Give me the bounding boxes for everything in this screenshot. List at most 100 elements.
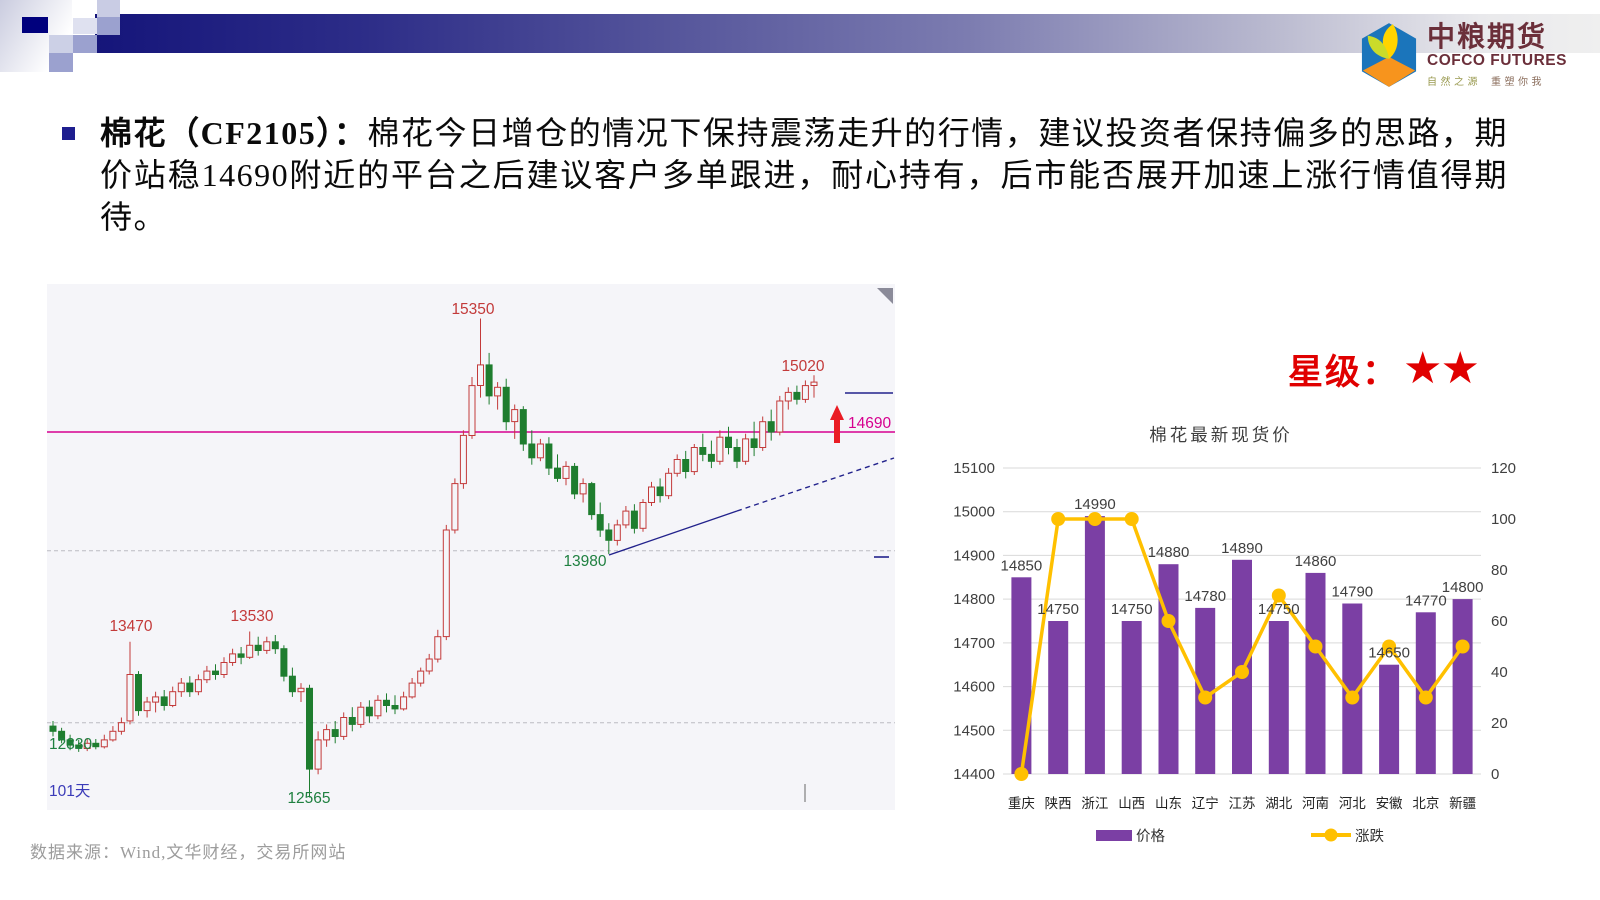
price-bar bbox=[1048, 621, 1069, 774]
candle-body bbox=[536, 443, 544, 459]
price-bar bbox=[1452, 599, 1473, 774]
legend-price-label: 价格 bbox=[1136, 828, 1165, 845]
candle-body bbox=[365, 706, 373, 717]
candle-body bbox=[408, 682, 416, 698]
right-axis-label: 100 bbox=[1491, 511, 1516, 528]
candle-body bbox=[459, 434, 467, 485]
candle-body bbox=[169, 691, 177, 707]
right-axis-label: 80 bbox=[1491, 562, 1508, 579]
candle-body bbox=[451, 483, 459, 531]
price-bar bbox=[1305, 572, 1326, 774]
candle-body bbox=[554, 467, 561, 479]
candle-body bbox=[579, 483, 587, 495]
candle-body bbox=[83, 742, 91, 749]
candle-body bbox=[246, 644, 254, 658]
x-axis-label: 山东 bbox=[1155, 796, 1182, 811]
candle-body bbox=[152, 696, 160, 703]
candle-body bbox=[271, 641, 279, 650]
x-axis-label: 河南 bbox=[1302, 796, 1329, 811]
candle-body bbox=[571, 465, 579, 495]
left-axis-label: 14600 bbox=[953, 679, 995, 696]
analysis-paragraph: 棉花（CF2105）：棉花今日增仓的情况下保持震荡走升的行情，建议投资者保持偏多… bbox=[100, 112, 1508, 238]
candle-body bbox=[212, 670, 219, 676]
candle-body bbox=[109, 730, 117, 741]
candle-body bbox=[135, 674, 142, 712]
candle-body bbox=[801, 385, 809, 400]
star-rating: 星级： ★★ bbox=[1288, 344, 1480, 395]
candle-body bbox=[314, 739, 322, 770]
candlestick-chart: 15350 15020 14690 13980 13470 13530 12830 12565… bbox=[47, 284, 895, 810]
candle-body bbox=[588, 483, 596, 516]
candle-body bbox=[177, 682, 185, 693]
candle-body bbox=[220, 662, 228, 675]
line-marker bbox=[1161, 614, 1176, 628]
candle-body bbox=[75, 744, 83, 749]
candle-body bbox=[100, 739, 108, 748]
candle-body bbox=[323, 729, 331, 741]
candle-body bbox=[511, 409, 519, 423]
candle-body bbox=[288, 675, 296, 693]
candle-body bbox=[648, 486, 655, 503]
price-annotation: 15020 bbox=[781, 358, 824, 375]
candle-body bbox=[254, 644, 262, 651]
x-axis-label: 安徽 bbox=[1376, 796, 1404, 811]
candle-body bbox=[66, 739, 74, 746]
price-bar bbox=[1268, 621, 1289, 774]
line-marker bbox=[1308, 639, 1323, 654]
bar-data-label: 14860 bbox=[1295, 553, 1337, 570]
x-axis-label: 新疆 bbox=[1449, 796, 1476, 811]
cofco-logo-icon bbox=[1360, 22, 1418, 93]
line-marker bbox=[1382, 639, 1397, 654]
bar-data-label: 14850 bbox=[1001, 557, 1043, 574]
left-axis-label: 14400 bbox=[953, 766, 995, 783]
price-annotation: 13470 bbox=[109, 618, 152, 635]
candle-body bbox=[742, 438, 750, 462]
chart-background bbox=[47, 284, 895, 810]
candle-body bbox=[528, 443, 536, 459]
legend-price-swatch bbox=[1096, 830, 1132, 841]
candle-body bbox=[340, 717, 348, 737]
candle-body bbox=[348, 717, 356, 725]
candle-body bbox=[194, 679, 202, 693]
candle-body bbox=[391, 705, 399, 710]
bar-data-label: 14750 bbox=[1037, 601, 1079, 618]
candle-body bbox=[92, 742, 100, 748]
legend-change-marker bbox=[1324, 828, 1338, 842]
candle-body bbox=[263, 641, 271, 651]
price-annotation: 13530 bbox=[230, 608, 273, 625]
line-marker bbox=[1235, 665, 1249, 679]
candle-body bbox=[750, 438, 758, 448]
line-marker bbox=[1198, 690, 1213, 705]
price-annotation: 12565 bbox=[287, 790, 330, 807]
paragraph-body: 棉花今日增仓的情况下保持震荡走升的行情，建议投资者保持偏多的思路，期价站稳146… bbox=[100, 115, 1508, 235]
price-bar bbox=[1084, 516, 1105, 774]
bar-data-label: 14780 bbox=[1184, 588, 1226, 605]
candle-body bbox=[605, 529, 613, 541]
left-axis-label: 14700 bbox=[953, 635, 995, 652]
bar-data-label: 14790 bbox=[1331, 584, 1373, 601]
x-axis-label: 北京 bbox=[1412, 796, 1439, 811]
line-marker bbox=[1418, 690, 1433, 705]
star-rating-label: 星级： bbox=[1288, 353, 1400, 392]
price-annotation: 12830 bbox=[49, 736, 92, 753]
line-marker bbox=[1051, 512, 1066, 526]
deco-square bbox=[49, 53, 73, 72]
candle-body bbox=[707, 453, 715, 462]
logo-tagline: 自然之源 重塑你我 bbox=[1427, 77, 1545, 88]
candle-body bbox=[494, 386, 502, 397]
candle-body bbox=[793, 391, 801, 400]
candle-body bbox=[716, 436, 724, 462]
candle-body bbox=[160, 696, 168, 706]
candle-body bbox=[331, 729, 339, 738]
x-axis-label: 辽宁 bbox=[1192, 795, 1219, 811]
candle-body bbox=[417, 670, 425, 684]
trendline-dashed bbox=[736, 457, 895, 512]
deco-square bbox=[97, 0, 120, 17]
line-marker bbox=[1455, 639, 1470, 654]
bullet-icon bbox=[62, 127, 75, 140]
deco-square bbox=[73, 35, 97, 53]
candle-body bbox=[117, 722, 125, 732]
right-axis-label: 0 bbox=[1491, 766, 1499, 783]
cofco-logo: 中粮期货 COFCO FUTURES 自然之源 重塑你我 bbox=[1360, 22, 1567, 93]
